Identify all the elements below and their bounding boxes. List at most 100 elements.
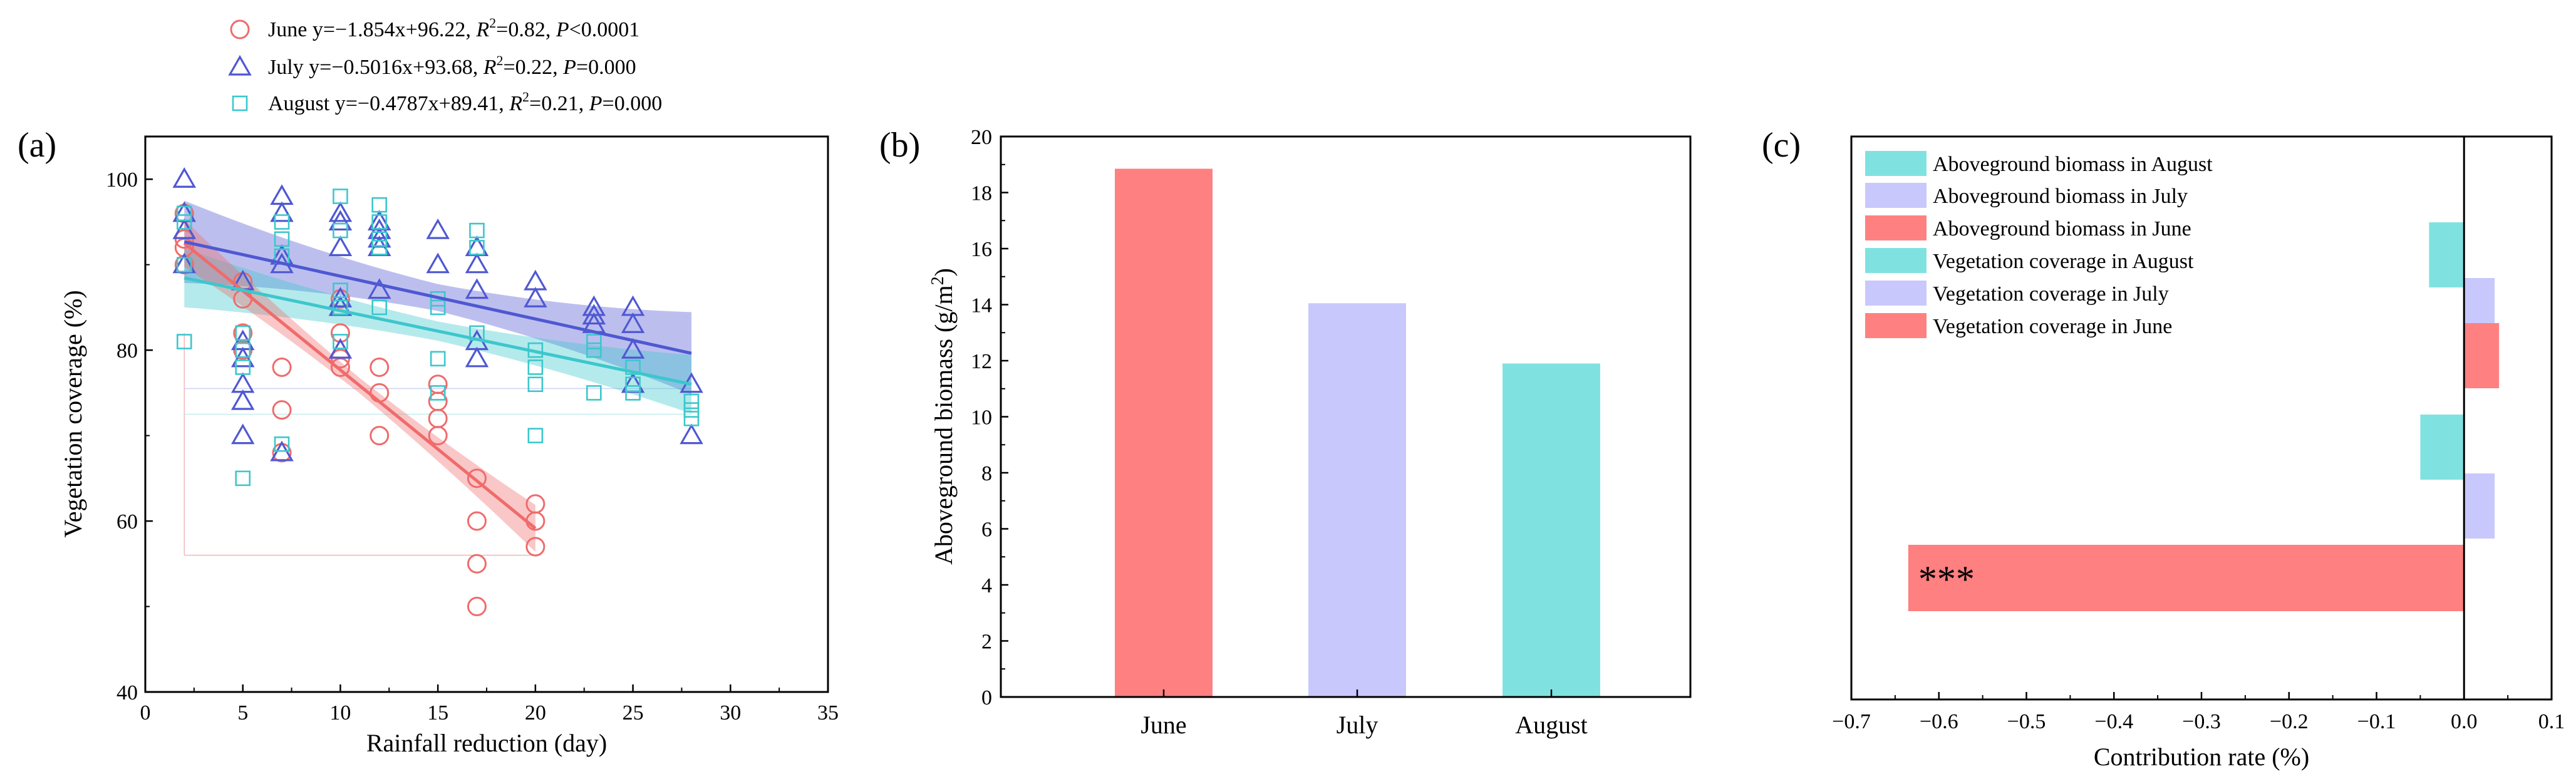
y-tick-label: 12 (971, 350, 992, 373)
july-data-point (465, 278, 489, 299)
august-data-point (625, 376, 641, 393)
x-tick-label: −0.3 (2182, 710, 2221, 733)
august-data-point (683, 402, 700, 418)
july-data-point (621, 338, 645, 359)
july-data-point (172, 167, 197, 188)
july-data-point (328, 210, 353, 231)
june-data-point (272, 400, 292, 420)
legend-swatch (1865, 183, 1927, 208)
july-fit-line (184, 240, 692, 355)
july-data-point (524, 287, 547, 307)
x-tick-label: 35 (817, 701, 839, 725)
legend-label: Aboveground biomass in July (1933, 185, 2188, 208)
june-data-point (370, 357, 390, 377)
june-data-point (467, 511, 487, 531)
y-tick-label: 14 (971, 294, 992, 317)
august-data-point (333, 222, 348, 239)
x-tick-label: −0.4 (2094, 710, 2133, 733)
significance-annotation: *** (1918, 559, 1975, 600)
y-tick-label: 10 (971, 406, 992, 430)
july-data-point (270, 184, 294, 205)
x-tick-label: 25 (623, 701, 644, 725)
y-tick-label: 80 (116, 339, 138, 363)
category-label: July (1337, 711, 1379, 739)
panel-b-axes: June July August 0 2 4 6 8 10 12 14 16 18 20 (971, 126, 1588, 739)
x-tick-label: −0.1 (2357, 710, 2396, 733)
x-tick-label: 10 (329, 701, 351, 725)
y-tick-label: 18 (971, 182, 992, 205)
legend-swatch (1865, 215, 1927, 240)
august-data-point (176, 334, 192, 349)
y-tick-label: 2 (981, 631, 992, 654)
august-data-point (625, 359, 641, 375)
contribution-bar (2420, 415, 2465, 480)
august-legend-marker (232, 95, 248, 111)
legend-label: Vegetation coverage in August (1933, 250, 2194, 273)
legend-label: Aboveground biomass in June (1933, 217, 2191, 240)
july-data-point (426, 218, 450, 239)
august-data-point (430, 299, 446, 316)
x-tick-label: 20 (525, 701, 546, 725)
july-data-point (524, 269, 547, 291)
august-data-point (333, 334, 348, 349)
august-data-point (371, 240, 388, 255)
x-tick-label: 5 (237, 701, 248, 725)
august-data-point (274, 231, 290, 247)
august-data-point (371, 299, 388, 316)
july-legend-marker (228, 54, 252, 76)
x-tick-label: −0.2 (2270, 710, 2309, 733)
y-tick-label: 16 (971, 238, 992, 261)
july-data-point (230, 423, 255, 445)
august-data-point (235, 342, 251, 358)
panel-a-legend: June y=−1.854x+96.22, R2=0.82, P<0.0001 J… (228, 15, 662, 115)
panel-a-axes: 0 5 10 15 20 25 30 35 40 60 80 100 (106, 168, 839, 725)
x-tick-label: −0.5 (2007, 710, 2046, 733)
august-biomass-bar (1503, 363, 1600, 697)
august-data-point (527, 376, 544, 393)
august-fit-line (184, 276, 692, 386)
august-data-point (176, 205, 192, 222)
y-tick-label: 0 (981, 686, 992, 709)
panel-c-legend: Aboveground biomass in August Aboveground… (1865, 151, 2213, 338)
x-tick-label: 0.1 (2538, 710, 2565, 733)
june-data-point (467, 597, 487, 617)
y-tick-label: 20 (971, 126, 992, 149)
june-data-point (330, 349, 350, 369)
panel-c-xlabel: Contribution rate (%) (2094, 743, 2309, 771)
august-data-point (274, 214, 290, 230)
august-data-point (371, 214, 388, 230)
august-data-point (176, 257, 192, 272)
x-tick-label: 0 (140, 701, 151, 725)
july-data-point (230, 389, 255, 410)
june-biomass-bar (1115, 168, 1213, 697)
august-data-point (235, 359, 251, 375)
panel-b-label: (b) (879, 126, 920, 165)
august-data-point (274, 436, 290, 452)
june-legend-marker (230, 19, 250, 39)
x-tick-label: −0.6 (1920, 710, 1958, 733)
y-tick-label: 8 (981, 462, 992, 485)
panel-a-label: (a) (18, 126, 56, 165)
legend-swatch (1865, 248, 1927, 273)
august-data-point (333, 188, 348, 204)
legend-label: Aboveground biomass in August (1933, 153, 2213, 176)
x-tick-label: −0.7 (1832, 710, 1871, 733)
july-data-point (465, 346, 489, 368)
august-data-point (469, 222, 485, 239)
y-tick-label: 6 (981, 518, 992, 542)
august-data-point (371, 231, 388, 247)
july-data-point (270, 201, 294, 222)
june-data-point (370, 426, 390, 446)
contribution-bar (2464, 473, 2495, 539)
category-label: June (1141, 711, 1186, 739)
y-tick-label: 4 (981, 574, 992, 597)
june-data-point (428, 426, 448, 446)
legend-label: Vegetation coverage in June (1933, 315, 2172, 338)
panel-a-ylabel: Vegetation coverage (%) (59, 290, 87, 537)
legend-swatch (1865, 313, 1927, 338)
july-data-point (621, 312, 645, 333)
august-data-point (333, 282, 348, 298)
june-legend-text: June y=−1.854x+96.22, R2=0.82, P<0.0001 (268, 15, 639, 41)
panel-c-plot: *** (1908, 222, 2500, 611)
august-data-point (586, 342, 602, 358)
